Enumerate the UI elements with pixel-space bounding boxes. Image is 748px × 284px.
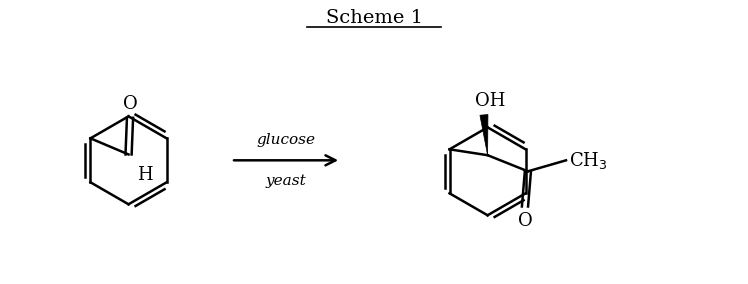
Text: O: O (518, 212, 533, 229)
Text: O: O (123, 95, 138, 113)
Text: glucose: glucose (257, 133, 316, 147)
Text: yeast: yeast (266, 174, 307, 187)
Text: Scheme 1: Scheme 1 (325, 9, 423, 27)
Text: CH$_3$: CH$_3$ (569, 150, 607, 171)
Text: OH: OH (475, 92, 505, 110)
Text: H: H (138, 166, 153, 184)
Polygon shape (480, 114, 488, 155)
